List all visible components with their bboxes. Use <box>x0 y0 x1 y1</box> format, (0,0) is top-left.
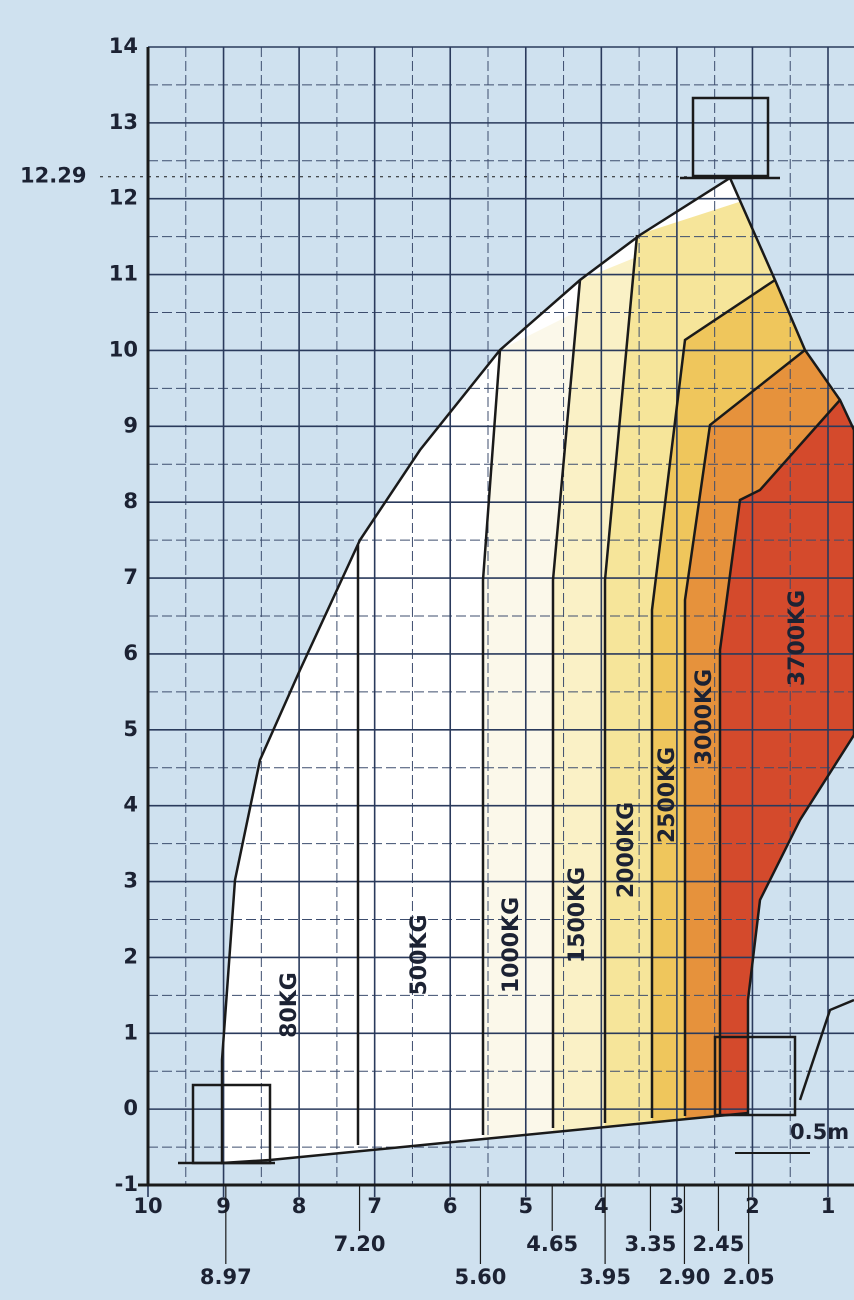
y-tick-label: 9 <box>123 413 138 437</box>
y-tick-label: 8 <box>123 489 138 513</box>
machine-cab <box>713 1035 797 1117</box>
reach-label: 8.97 <box>200 1265 252 1289</box>
x-tick-label: 9 <box>216 1194 231 1218</box>
y-tick-label: 1 <box>123 1020 138 1044</box>
y-tick-label: 10 <box>109 337 138 361</box>
y-tick-label: 4 <box>123 793 138 817</box>
y-tick-label: 5 <box>123 717 138 741</box>
y-tick-label: 3 <box>123 869 138 893</box>
reach-label: 3.35 <box>625 1232 677 1256</box>
y-tick-label: 2 <box>123 944 138 968</box>
x-tick-label: 7 <box>367 1194 382 1218</box>
basket-top <box>691 96 770 178</box>
zone-label: 1000KG <box>499 897 524 993</box>
zone-border <box>603 234 639 1123</box>
x-tick-label: 5 <box>518 1194 533 1218</box>
reach-label: 2.45 <box>693 1232 745 1256</box>
zone-label: 80KG <box>277 972 302 1038</box>
x-tick-label: 2 <box>745 1194 760 1218</box>
reach-label: 5.60 <box>455 1265 507 1289</box>
zone-label: 3000KG <box>692 669 717 765</box>
zone-label: 500KG <box>407 914 432 995</box>
reach-label: 7.20 <box>334 1232 386 1256</box>
y-tick-label: 11 <box>109 262 138 286</box>
y-tick-label: 14 <box>109 34 138 58</box>
x-tick-label: 1 <box>821 1194 836 1218</box>
x-tick-label: 4 <box>594 1194 609 1218</box>
zone-label: 3700KG <box>785 590 810 686</box>
y-tick-label: -1 <box>115 1172 138 1196</box>
y-tick-label: 12 <box>109 186 138 210</box>
y-tick-label: 13 <box>109 110 138 134</box>
y-tick-label: 0 <box>123 1096 138 1120</box>
zone-label: 1500KG <box>565 867 590 963</box>
reach-label: 2.05 <box>723 1265 775 1289</box>
zone-label: 2000KG <box>614 802 639 898</box>
zone-border <box>718 399 841 1114</box>
scale-label: 0.5m <box>790 1120 849 1144</box>
x-tick-label: 10 <box>133 1194 162 1218</box>
x-tick-label: 3 <box>670 1194 685 1218</box>
reach-label: 3.95 <box>579 1265 631 1289</box>
reach-label: 4.65 <box>526 1232 578 1256</box>
zone-border <box>551 279 582 1128</box>
reach-label: 2.90 <box>659 1265 711 1289</box>
zone-border <box>481 349 502 1135</box>
x-tick-label: 6 <box>443 1194 458 1218</box>
y-tick-label: 7 <box>123 565 138 589</box>
envelope <box>220 176 854 1165</box>
grid <box>147 46 854 1197</box>
x-tick-label: 8 <box>292 1194 307 1218</box>
zone-border <box>683 349 806 1116</box>
zone-border <box>650 278 776 1118</box>
y-tick-label: 6 <box>123 641 138 665</box>
zone-label: 2500KG <box>655 747 680 843</box>
zone-borders <box>178 96 854 1165</box>
height-annotation: 12.29 <box>20 164 86 188</box>
machine-arm <box>798 998 854 1101</box>
